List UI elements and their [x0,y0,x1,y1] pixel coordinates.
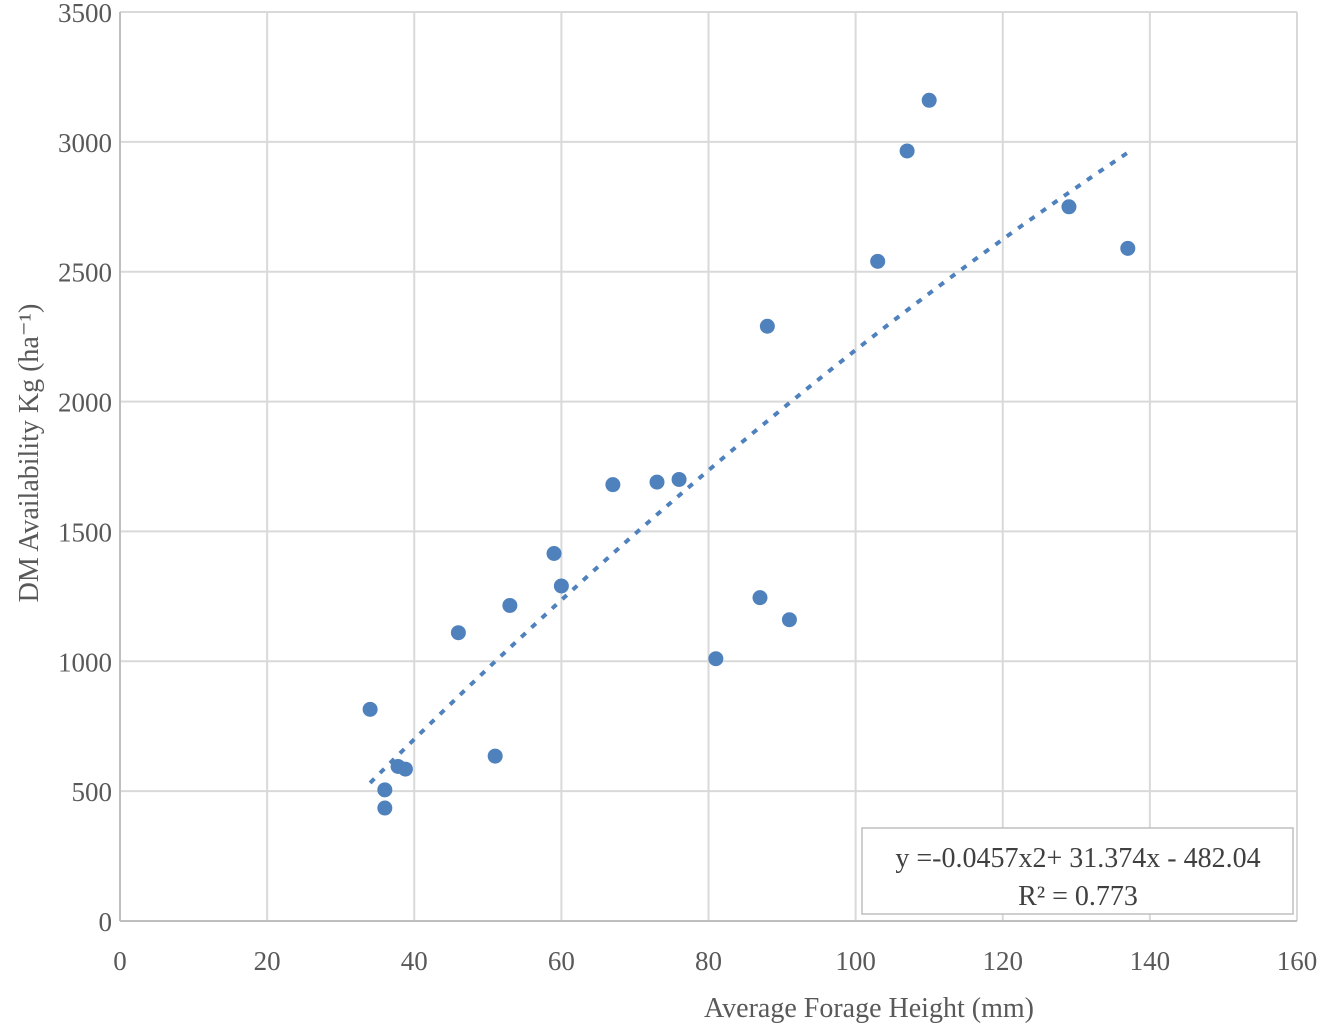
x-tick-labels: 0 20 40 60 80 100 120 140 160 [113,946,1317,976]
trendline-path [368,150,1129,785]
x-tick-label: 100 [835,946,876,976]
data-point [605,477,621,493]
data-points [362,92,1136,816]
trendline-equation-box: y =-0.0457x2+ 31.374x - 482.04 R² = 0.77… [861,827,1294,915]
data-point [781,612,797,628]
x-tick-label: 140 [1130,946,1171,976]
data-point [450,625,466,641]
data-point [899,143,915,159]
y-tick-label: 1500 [58,517,112,547]
data-point [1061,199,1077,215]
data-point [752,590,768,606]
x-tick-label: 60 [548,946,575,976]
x-tick-label: 40 [401,946,428,976]
data-point [546,546,562,562]
x-tick-label: 160 [1277,946,1318,976]
x-tick-label: 120 [983,946,1024,976]
data-point [708,651,724,667]
y-tick-label: 3500 [58,0,112,28]
y-tick-label: 2500 [58,258,112,288]
data-point [377,782,393,798]
y-tick-labels: 0 500 1000 1500 2000 2500 3000 3500 [58,0,112,937]
x-tick-label: 20 [254,946,281,976]
data-point [397,761,413,777]
data-point [759,318,775,334]
data-point [671,471,687,487]
equation-box-frame [861,827,1294,915]
y-tick-label: 1000 [58,647,112,677]
data-point [553,578,569,594]
x-tick-label: 0 [113,946,127,976]
trendline [368,150,1129,785]
r-squared-label: R² = 0.773 [1018,881,1138,912]
x-axis-title: Average Forage Height (mm) [704,993,1034,1024]
y-axis-title: DM Availability Kg (ha⁻¹) [14,304,45,603]
trendline-equation: y =-0.0457x2+ 31.374x - 482.04 [895,843,1260,874]
data-point [921,92,937,108]
axes [119,12,1297,922]
grid [120,11,1298,921]
y-tick-label: 0 [99,907,113,937]
data-point [377,800,393,816]
y-tick-label: 3000 [58,128,112,158]
x-tick-label: 80 [695,946,722,976]
y-tick-label: 2000 [58,388,112,418]
data-point [1120,240,1136,256]
y-tick-label: 500 [72,777,113,807]
data-point [362,701,378,717]
data-point [649,474,665,490]
data-point [487,748,503,764]
data-point [870,253,886,269]
data-point [502,597,518,613]
